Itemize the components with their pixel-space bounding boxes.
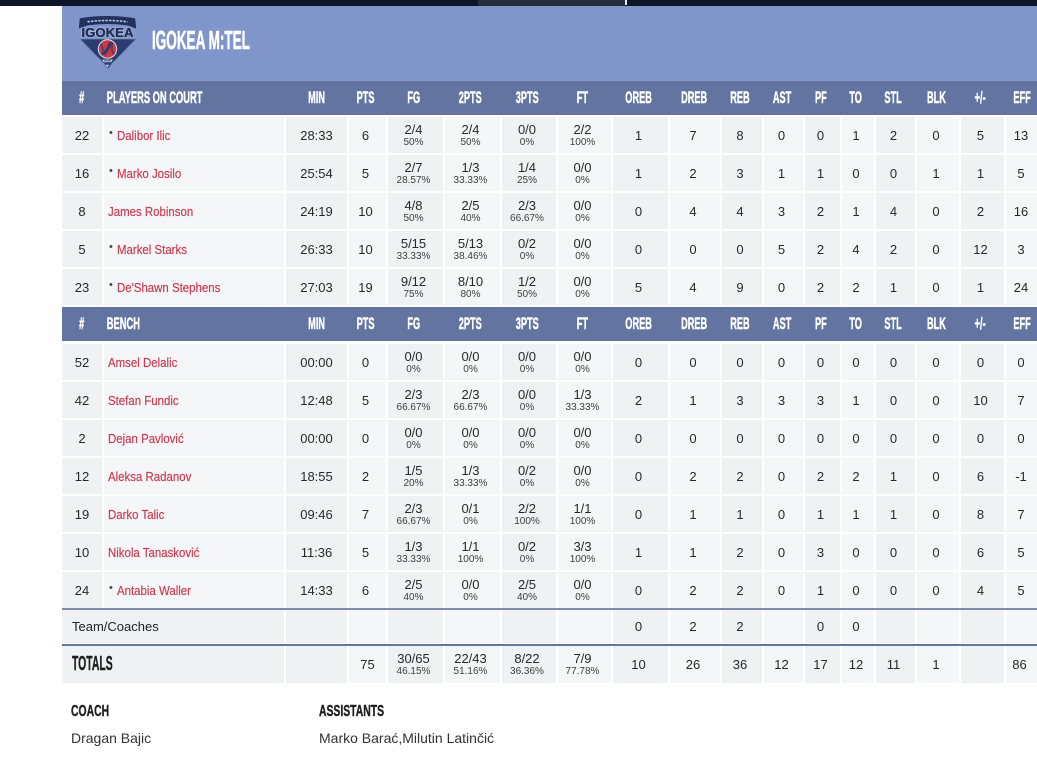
svg-text:IGOKEA: IGOKEA [82, 25, 134, 40]
svg-text:IGOKEA: IGOKEA [82, 25, 134, 40]
